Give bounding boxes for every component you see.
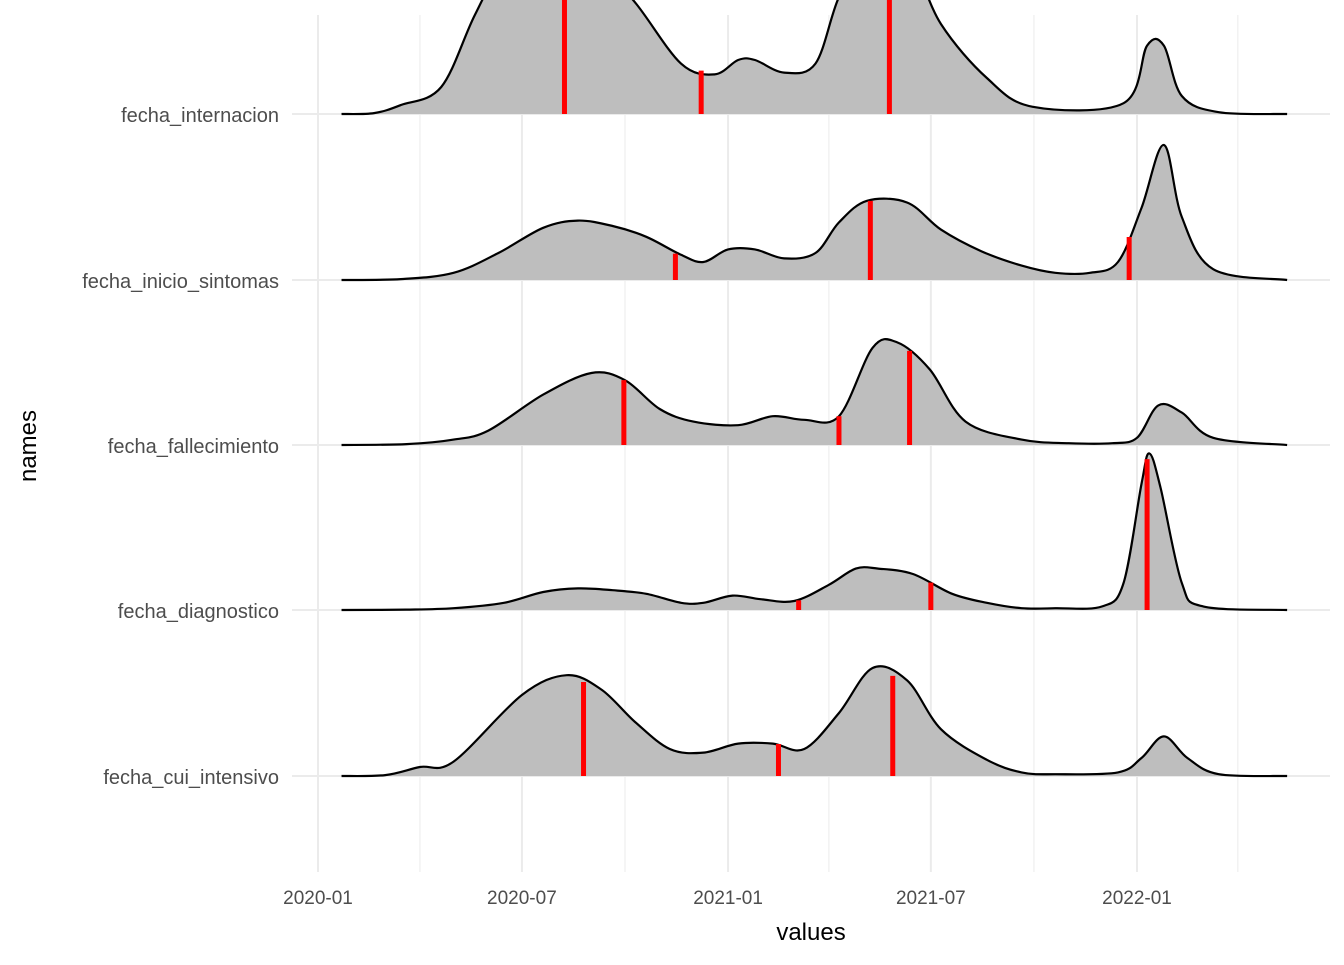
ridge-area — [341, 144, 1288, 280]
x-tick-label: 2021-01 — [693, 888, 763, 909]
ridge-area — [341, 0, 1288, 115]
ridge-outline — [341, 0, 1288, 116]
x-tick-label: 2020-07 — [487, 888, 557, 909]
y-tick-label: fecha_internacion — [121, 105, 279, 127]
ridge-fecha_fallecimiento — [341, 338, 1288, 447]
ridge-outline — [341, 452, 1288, 612]
ridge-area — [341, 339, 1288, 445]
ridge-fecha_diagnostico — [341, 452, 1288, 612]
y-tick-label: fecha_inicio_sintomas — [82, 271, 279, 293]
ridge-fecha_cui_intensivo — [341, 665, 1288, 778]
y-axis-title: names — [15, 410, 42, 482]
x-tick-label: 2020-01 — [283, 888, 353, 909]
x-tick-label: 2022-01 — [1102, 888, 1172, 909]
ridge-fecha_inicio_sintomas — [341, 143, 1288, 282]
ridge-fecha_internacion — [341, 0, 1288, 116]
y-tick-labels: fecha_internacion fecha_inicio_sintomasfe… — [82, 105, 279, 789]
ridge-outline — [341, 665, 1288, 778]
ridge-area — [341, 666, 1288, 777]
ridge-outline — [341, 338, 1288, 447]
y-tick-label: fecha_fallecimiento — [108, 436, 279, 458]
x-tick-labels: 2020-01 2020-07 2021-01 2021-07 2022-01 — [283, 888, 1172, 909]
x-axis-title: values — [776, 919, 845, 946]
ridge-outline — [341, 143, 1288, 282]
y-tick-label: fecha_cui_intensivo — [103, 767, 279, 789]
ridges-layer — [341, 0, 1288, 778]
y-tick-label: fecha_diagnostico — [118, 601, 279, 623]
x-tick-label: 2021-07 — [896, 888, 966, 909]
